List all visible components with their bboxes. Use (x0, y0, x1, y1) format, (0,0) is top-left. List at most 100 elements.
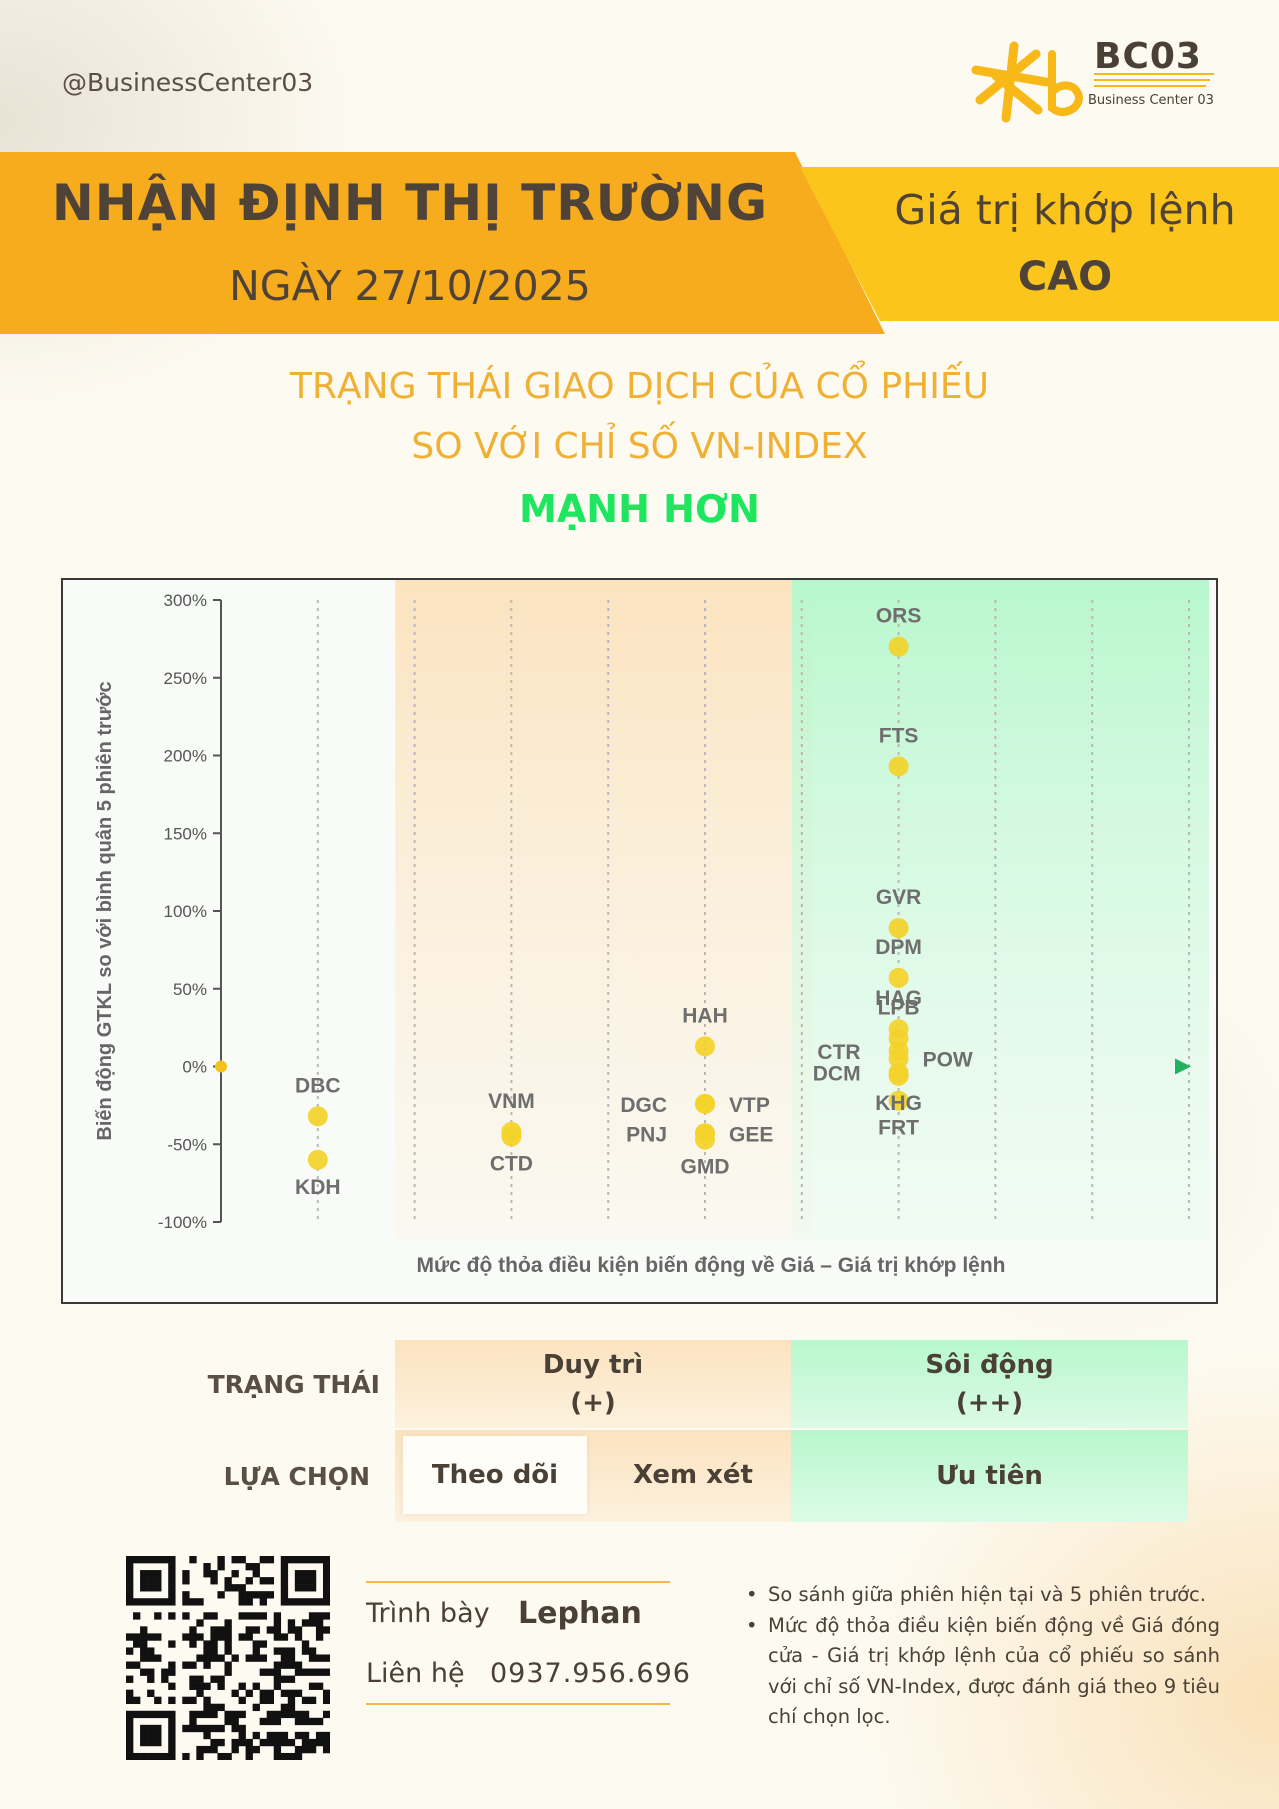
qr-module (266, 1689, 275, 1697)
qr-module (224, 1633, 232, 1641)
qr-module (154, 1577, 162, 1585)
point-fts (888, 756, 909, 777)
qr-module (203, 1661, 211, 1669)
logo-title: BC03 (1094, 36, 1202, 77)
qr-module (287, 1598, 296, 1606)
qr-module (182, 1591, 190, 1599)
qr-module (259, 1591, 267, 1599)
qr-module (273, 1626, 282, 1634)
qr-module (210, 1675, 218, 1683)
qr-module (140, 1556, 148, 1564)
qr-module (196, 1598, 204, 1606)
qr-module (196, 1675, 204, 1683)
qr-module (322, 1731, 330, 1740)
qr-module (147, 1598, 155, 1606)
qr-module (168, 1738, 176, 1747)
qr-module (168, 1696, 176, 1705)
qr-module (266, 1668, 275, 1676)
zone-soidong (792, 580, 1209, 1240)
zone-duytri-header: Duy trì (+) (395, 1340, 791, 1428)
qr-module (182, 1577, 190, 1585)
qr-module (161, 1556, 169, 1564)
point-label-ors: ORS (876, 605, 922, 628)
qr-module (161, 1752, 169, 1760)
qr-module (245, 1633, 253, 1641)
qr-module (224, 1577, 232, 1585)
qr-module (203, 1682, 211, 1690)
qr-module (273, 1745, 282, 1754)
qr-module (168, 1584, 176, 1592)
qr-module (168, 1668, 176, 1676)
qr-code-icon[interactable] (126, 1556, 330, 1760)
qr-module (140, 1584, 148, 1592)
qr-module (210, 1626, 218, 1634)
qr-module (203, 1745, 211, 1754)
qr-module (315, 1619, 324, 1627)
xemxet-label: Xem xét (633, 1460, 753, 1490)
qr-module (154, 1752, 162, 1760)
qr-module (259, 1738, 267, 1747)
qr-module (203, 1724, 211, 1733)
qr-module (196, 1682, 204, 1690)
qr-module (168, 1591, 176, 1599)
contact-phone[interactable]: 0937.956.696 (490, 1658, 691, 1689)
qr-module (280, 1654, 289, 1662)
qr-module (182, 1696, 190, 1705)
qr-module (126, 1570, 134, 1578)
qr-module (301, 1640, 310, 1648)
qr-module (294, 1598, 303, 1606)
match-value-level: CAO (1017, 254, 1113, 300)
y-axis-label: Biến động GTKL so với bình quân 5 phiên … (94, 681, 116, 1140)
qr-module (189, 1696, 197, 1705)
scatter-chart: 300% 250% 200% 150% 100% 50% 0% -50% -100% DBC KDH… (61, 578, 1218, 1304)
qr-module (301, 1619, 310, 1627)
qr-module (168, 1640, 176, 1648)
qr-module (322, 1710, 330, 1719)
qr-module (238, 1598, 246, 1606)
qr-module (189, 1661, 197, 1669)
qr-module (315, 1731, 324, 1740)
logo-subtitle: Business Center 03 (1088, 93, 1214, 108)
qr-module (245, 1738, 253, 1747)
qr-module (294, 1731, 303, 1740)
qr-module (308, 1696, 317, 1705)
qr-module (196, 1752, 204, 1760)
point-label-gmd: GMD (681, 1156, 730, 1179)
qr-module (147, 1738, 155, 1747)
qr-module (196, 1710, 204, 1719)
point-pow (888, 1048, 909, 1069)
point-label-hag: HAG (875, 987, 922, 1010)
qr-module (322, 1563, 330, 1571)
qr-module (238, 1710, 246, 1719)
qr-module (210, 1745, 218, 1754)
x-axis-label: Mức độ thỏa điều kiện biến động về Giá –… (416, 1254, 1005, 1277)
qr-module (224, 1584, 232, 1592)
qr-module (217, 1738, 225, 1747)
qr-module (217, 1752, 225, 1760)
qr-module (224, 1647, 232, 1655)
point-label-vnm: VNM (488, 1090, 535, 1113)
chart-canvas: 300% 250% 200% 150% 100% 50% 0% -50% -100% DBC KDH… (94, 580, 1209, 1277)
qr-module (273, 1612, 282, 1620)
soidong-sign: (++) (955, 1388, 1024, 1418)
qr-module (140, 1640, 148, 1648)
qr-module (259, 1598, 267, 1606)
qr-module (280, 1647, 289, 1655)
qr-module (301, 1556, 310, 1564)
qr-module (147, 1556, 155, 1564)
qr-module (203, 1696, 211, 1705)
qr-module (280, 1591, 289, 1599)
qr-module (308, 1717, 317, 1726)
qr-module (294, 1668, 303, 1676)
y-tick-label: 250% (164, 669, 207, 688)
qr-module (280, 1577, 289, 1585)
qr-module (140, 1752, 148, 1760)
qr-module (266, 1731, 275, 1740)
qr-module (273, 1647, 282, 1655)
row-label-status: TRẠNG THÁI (207, 1369, 380, 1399)
qr-module (126, 1647, 134, 1655)
qr-module (287, 1647, 296, 1655)
point-label-dcm: DCM (813, 1063, 861, 1086)
qr-module (273, 1738, 282, 1747)
qr-module (154, 1584, 162, 1592)
